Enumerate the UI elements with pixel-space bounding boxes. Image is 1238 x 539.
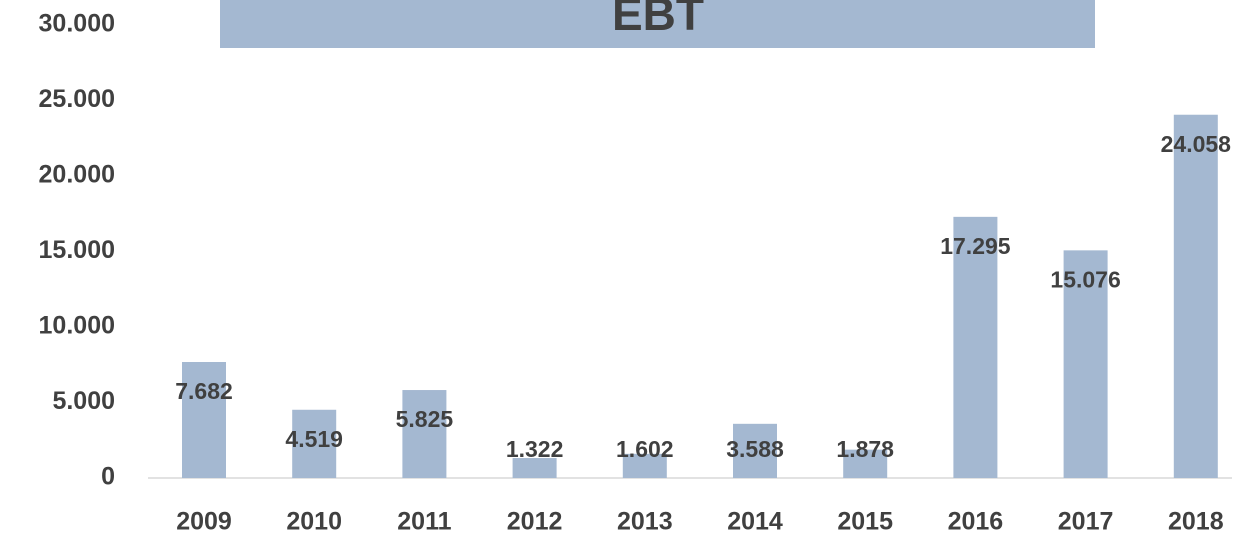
bar xyxy=(292,409,337,478)
data-label: 5.825 xyxy=(396,406,454,432)
y-tick-label: 20.000 xyxy=(39,161,115,189)
x-tick-label: 2017 xyxy=(1058,508,1114,536)
chart-title: EBT xyxy=(612,0,704,40)
data-label: 24.058 xyxy=(1161,131,1232,157)
bar xyxy=(622,453,667,478)
bar xyxy=(1063,250,1108,478)
bar xyxy=(402,390,447,478)
x-tick-label: 2016 xyxy=(948,508,1004,536)
y-tick-label: 15.000 xyxy=(39,236,115,264)
bar xyxy=(182,362,226,478)
x-tick-label: 2014 xyxy=(727,508,783,536)
data-label: 7.682 xyxy=(175,378,233,404)
x-tick-label: 2018 xyxy=(1168,508,1224,536)
data-label: 1.878 xyxy=(836,436,894,462)
title-banner xyxy=(220,0,1095,48)
y-tick-label: 30.000 xyxy=(39,10,115,38)
bar xyxy=(733,423,777,478)
x-tick-label: 2015 xyxy=(837,508,893,536)
bar xyxy=(843,449,888,478)
y-tick-label: 10.000 xyxy=(39,312,115,340)
data-label: 17.295 xyxy=(940,233,1011,259)
data-label: 4.519 xyxy=(285,426,343,452)
y-tick-label: 25.000 xyxy=(39,85,115,113)
bar xyxy=(1173,114,1218,479)
y-tick-label: 5.000 xyxy=(52,387,115,415)
data-label: 15.076 xyxy=(1050,266,1120,292)
data-label: 3.588 xyxy=(726,436,784,462)
x-tick-label: 2012 xyxy=(507,508,563,536)
x-tick-label: 2009 xyxy=(176,508,232,536)
data-label: 1.322 xyxy=(506,436,564,462)
y-tick-label: 0 xyxy=(101,463,115,491)
x-tick-label: 2013 xyxy=(617,508,673,536)
bar xyxy=(512,458,557,478)
x-tick-label: 2010 xyxy=(286,508,342,536)
bar xyxy=(953,216,998,478)
data-label: 1.602 xyxy=(616,436,674,462)
x-tick-label: 2011 xyxy=(397,508,451,536)
